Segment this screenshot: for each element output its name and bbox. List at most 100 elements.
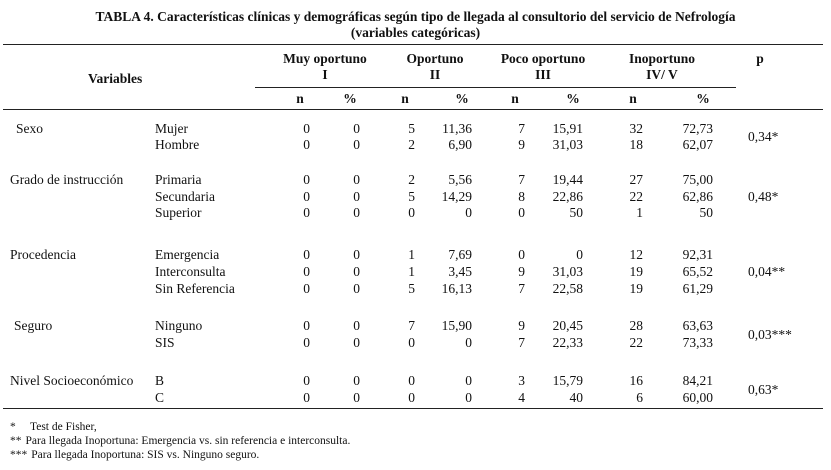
cell-n: 5 bbox=[408, 281, 415, 296]
cell-pct: 50 bbox=[569, 205, 584, 220]
cell-pct: 0 bbox=[465, 335, 472, 350]
p-value: 0,04** bbox=[748, 264, 786, 279]
header-bottom-rule bbox=[3, 109, 823, 110]
section-label: Procedencia bbox=[10, 247, 76, 262]
group-name: Muy oportuno bbox=[283, 51, 367, 66]
section-label: Seguro bbox=[14, 318, 53, 333]
header-variables: Variables bbox=[88, 71, 143, 86]
cell-n: 0 bbox=[408, 373, 415, 388]
group-name: Poco oportuno bbox=[500, 51, 586, 66]
cell-pct: 5,56 bbox=[448, 172, 472, 187]
cell-n: 32 bbox=[629, 121, 644, 136]
row-label: Sin Referencia bbox=[155, 281, 235, 296]
footnote: *** Para llegada Inoportuna: SIS vs. Ning… bbox=[10, 448, 259, 462]
cell-pct: 0 bbox=[353, 172, 360, 187]
cell-pct: 14,29 bbox=[441, 189, 472, 204]
table-title-line2: (variables categóricas) bbox=[350, 25, 481, 40]
footnote-mark: *** bbox=[10, 449, 28, 461]
footnote-text: Test de Fisher, bbox=[30, 421, 97, 433]
row-label: SIS bbox=[155, 335, 175, 350]
cell-n: 6 bbox=[636, 390, 643, 405]
cell-pct: 0 bbox=[353, 318, 360, 333]
cell-pct: 92,31 bbox=[682, 247, 713, 262]
footnote: * Test de Fisher, bbox=[10, 420, 97, 434]
cell-n: 7 bbox=[518, 172, 525, 187]
cell-n: 0 bbox=[303, 189, 310, 204]
cell-n: 9 bbox=[518, 137, 525, 152]
cell-n: 1 bbox=[408, 264, 415, 279]
cell-n: 0 bbox=[303, 373, 310, 388]
cell-pct: 0 bbox=[353, 247, 360, 262]
cell-n: 5 bbox=[408, 189, 415, 204]
row-label: B bbox=[155, 373, 165, 388]
cell-pct: 0 bbox=[353, 390, 360, 405]
cell-pct: 0 bbox=[353, 121, 360, 136]
cell-n: 1 bbox=[636, 205, 643, 220]
cell-pct: 31,03 bbox=[552, 264, 583, 279]
table-title: TABLA 4. Características clínicas y demo… bbox=[0, 9, 831, 41]
table-bottom-rule bbox=[3, 408, 823, 409]
cell-n: 0 bbox=[303, 172, 310, 187]
cell-n: 0 bbox=[303, 247, 310, 262]
section-label: Grado de instrucción bbox=[10, 172, 124, 187]
col-n-header: n bbox=[296, 91, 304, 106]
p-value: 0,48* bbox=[748, 189, 779, 204]
cell-pct: 73,33 bbox=[682, 335, 713, 350]
cell-n: 0 bbox=[303, 318, 310, 333]
row-label: Hombre bbox=[155, 137, 200, 152]
cell-pct: 0 bbox=[353, 137, 360, 152]
section-label: Nivel Socioeconómico bbox=[10, 373, 134, 388]
row-label: Ninguno bbox=[155, 318, 203, 333]
cell-pct: 62,86 bbox=[682, 189, 713, 204]
col-n-header: n bbox=[629, 91, 637, 106]
cell-n: 0 bbox=[303, 281, 310, 296]
cell-pct: 0 bbox=[353, 264, 360, 279]
cell-pct: 11,36 bbox=[442, 121, 472, 136]
cell-pct: 0 bbox=[576, 247, 583, 262]
col-n-header: n bbox=[401, 91, 409, 106]
cell-n: 16 bbox=[629, 373, 644, 388]
cell-n: 0 bbox=[303, 121, 310, 136]
cell-n: 19 bbox=[629, 264, 644, 279]
footnote: ** Para llegada Inoportuna: Emergencia vs… bbox=[10, 434, 350, 448]
cell-pct: 65,52 bbox=[682, 264, 713, 279]
cell-pct: 50 bbox=[699, 205, 714, 220]
p-value: 0,34* bbox=[748, 129, 779, 144]
row-label: Mujer bbox=[155, 121, 188, 136]
p-value: 0,63* bbox=[748, 381, 779, 397]
cell-pct: 20,45 bbox=[552, 318, 583, 333]
cell-n: 19 bbox=[629, 281, 644, 296]
header-p: p bbox=[756, 51, 764, 66]
col-pct-header: % bbox=[566, 91, 580, 106]
cell-pct: 0 bbox=[465, 373, 472, 388]
footnote-text: Para llegada Inoportuna: SIS vs. Ninguno… bbox=[31, 449, 260, 461]
cell-n: 18 bbox=[629, 137, 644, 152]
cell-n: 0 bbox=[303, 390, 310, 405]
cell-pct: 0 bbox=[353, 189, 360, 204]
cell-pct: 40 bbox=[569, 390, 584, 405]
group-sub: IV/ V bbox=[646, 67, 678, 82]
cell-pct: 0 bbox=[353, 281, 360, 296]
row-label: Interconsulta bbox=[155, 264, 226, 279]
cell-pct: 15,91 bbox=[552, 121, 583, 136]
cell-n: 7 bbox=[518, 121, 525, 136]
cell-pct: 6,90 bbox=[448, 137, 472, 152]
cell-pct: 63,63 bbox=[682, 318, 713, 333]
cell-n: 2 bbox=[408, 137, 415, 152]
cell-pct: 75,00 bbox=[682, 172, 713, 187]
cell-pct: 22,86 bbox=[552, 189, 583, 204]
cell-pct: 22,33 bbox=[552, 335, 583, 350]
cell-n: 8 bbox=[518, 189, 525, 204]
group-sub: II bbox=[429, 67, 441, 82]
cell-n: 0 bbox=[518, 247, 525, 262]
cell-n: 28 bbox=[629, 318, 644, 333]
cell-n: 0 bbox=[408, 335, 415, 350]
cell-pct: 84,21 bbox=[682, 373, 713, 388]
cell-n: 7 bbox=[518, 281, 525, 296]
cell-n: 0 bbox=[408, 390, 415, 405]
cell-n: 7 bbox=[518, 335, 525, 350]
cell-n: 22 bbox=[629, 189, 644, 204]
cell-pct: 15,90 bbox=[441, 318, 472, 333]
cell-n: 12 bbox=[629, 247, 644, 262]
cell-n: 4 bbox=[518, 390, 525, 405]
